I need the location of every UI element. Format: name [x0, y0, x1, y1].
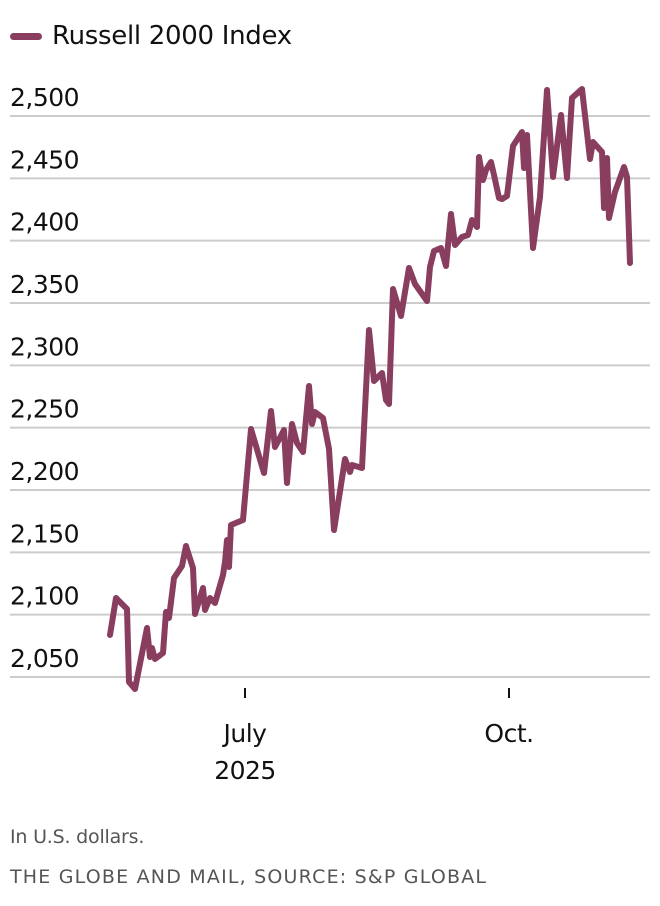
line-chart: 2,050 2,100 2,150 2,200 2,250 2,300 2,350 2,400…	[10, 83, 650, 785]
x-tick-label: Oct.	[484, 719, 533, 748]
y-tick-label: 2,250	[10, 395, 79, 424]
y-tick-label: 2,050	[10, 644, 79, 673]
y-tick-label: 2,400	[10, 208, 79, 237]
legend-label: Russell 2000 Index	[52, 21, 292, 51]
y-tick-label: 2,450	[10, 145, 79, 174]
x-tick-label: July	[222, 719, 268, 748]
legend: Russell 2000 Index	[10, 18, 292, 54]
russell-2000-line	[107, 86, 633, 692]
units-note: In U.S. dollars.	[10, 826, 145, 848]
legend-swatch	[10, 32, 42, 40]
gridlines	[10, 115, 650, 678]
source-credit: THE GLOBE AND MAIL, SOURCE: S&P GLOBAL	[10, 866, 488, 888]
y-axis-labels: 2,050 2,100 2,150 2,200 2,250 2,300 2,350 2,400…	[10, 83, 80, 673]
x-tick-sublabel: 2025	[214, 756, 276, 785]
y-tick-label: 2,350	[10, 270, 79, 299]
x-axis: July 2025 Oct.	[214, 688, 534, 785]
y-tick-label: 2,300	[10, 332, 79, 361]
y-tick-label: 2,100	[10, 582, 79, 611]
y-tick-label: 2,500	[10, 83, 79, 112]
y-tick-label: 2,200	[10, 457, 79, 486]
y-tick-label: 2,150	[10, 519, 79, 548]
